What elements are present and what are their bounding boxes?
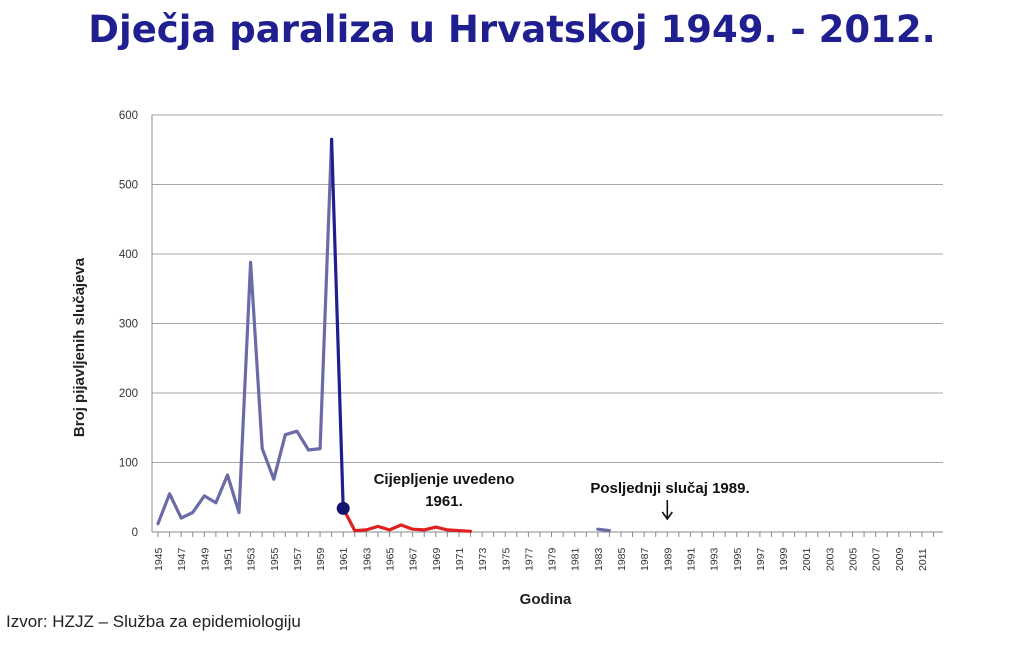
- x-tick-label: 1977: [523, 547, 535, 571]
- series-line-3: [341, 506, 473, 533]
- x-tick-label: 2007: [871, 547, 883, 571]
- x-tick-label: 2005: [848, 547, 860, 571]
- annotation-last-case: Posljednji slučaj 1989.: [590, 480, 749, 497]
- x-tick-label: 1953: [246, 547, 258, 571]
- y-tick-label: 300: [119, 319, 138, 331]
- x-tick-label: 1959: [315, 547, 327, 571]
- x-tick-label: 1965: [385, 547, 397, 571]
- page-title: Dječja paraliza u Hrvatskoj 1949. - 2012…: [88, 8, 936, 51]
- last-case-arrow-head: [661, 511, 673, 521]
- x-tick-label: 2011: [917, 548, 929, 571]
- x-tick-label: 1983: [593, 547, 605, 571]
- x-tick-label: 1993: [709, 547, 721, 571]
- x-tick-label: 1987: [639, 547, 651, 571]
- y-tick-label: 0: [132, 527, 138, 539]
- x-tick-label: 1951: [222, 547, 234, 571]
- vaccination-marker: [336, 501, 350, 515]
- x-tick-label: 1985: [616, 547, 628, 571]
- x-tick-label: 1947: [176, 547, 188, 571]
- y-tick-label: 400: [119, 249, 138, 261]
- x-tick-label: 1997: [755, 547, 767, 571]
- x-tick-label: 1945: [153, 547, 165, 571]
- x-tick-label: 1957: [292, 547, 304, 571]
- x-tick-label: 1975: [500, 547, 512, 571]
- y-tick-label: 600: [119, 110, 138, 122]
- x-tick-label: 1973: [477, 547, 489, 571]
- x-tick-label: 1971: [454, 547, 466, 571]
- x-tick-label: 1961: [338, 547, 350, 571]
- series-line-4: [596, 527, 612, 533]
- y-tick-label: 200: [119, 388, 138, 400]
- source-note: Izvor: HZJZ – Služba za epidemiologiju: [6, 612, 301, 631]
- x-tick-label: 1963: [361, 547, 373, 571]
- x-tick-label: 1979: [547, 547, 559, 571]
- x-tick-label: 1955: [269, 547, 281, 571]
- x-tick-label: 1949: [199, 547, 211, 571]
- x-tick-label: 2009: [894, 547, 906, 571]
- x-axis-label: Godina: [520, 591, 572, 608]
- x-tick-label: 1999: [778, 547, 790, 571]
- series-line-1: [156, 137, 334, 526]
- x-tick-label: 1991: [685, 547, 697, 571]
- x-tick-label: 1995: [732, 547, 744, 571]
- y-axis-label: Broj pijavljenih slučajeva: [71, 257, 88, 437]
- annotation-vaccination-year: 1961.: [425, 493, 463, 510]
- x-tick-label: 1969: [431, 547, 443, 571]
- x-tick-label: 1967: [408, 547, 420, 571]
- x-tick-label: 1989: [662, 547, 674, 571]
- x-tick-label: 2003: [824, 547, 836, 571]
- series-line-2: [330, 137, 345, 510]
- y-tick-label: 100: [119, 458, 138, 470]
- annotation-vaccination: Cijepljenje uvedeno: [374, 471, 515, 488]
- x-tick-label: 2001: [801, 547, 813, 571]
- x-tick-label: 1981: [570, 547, 582, 571]
- y-tick-label: 500: [119, 180, 138, 192]
